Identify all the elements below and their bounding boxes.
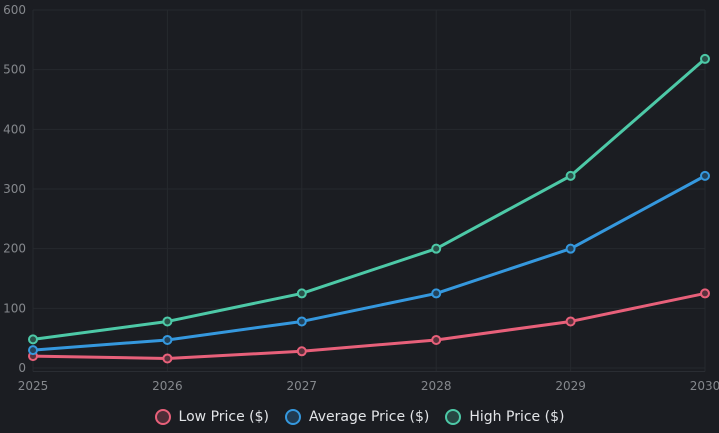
data-point-backing — [701, 289, 709, 298]
data-point[interactable] — [431, 288, 442, 299]
legend-label-high-price: High Price ($) — [469, 409, 565, 425]
legend-label-average-price: Average Price ($) — [309, 409, 430, 425]
data-point[interactable] — [162, 316, 173, 327]
data-point-backing — [297, 317, 306, 326]
data-point[interactable] — [700, 288, 710, 299]
data-point[interactable] — [28, 345, 38, 356]
data-point-backing — [297, 289, 306, 298]
data-point[interactable] — [565, 316, 576, 327]
series-line-low-price — [31, 291, 707, 360]
legend-average-price-circle-icon — [285, 409, 301, 425]
data-point-backing — [29, 335, 37, 344]
data-point-backing — [297, 347, 306, 356]
data-point-backing — [29, 346, 37, 355]
data-point-backing — [566, 317, 575, 326]
y-axis-tick-label: 200 — [3, 242, 26, 256]
data-point-backing — [566, 244, 575, 253]
data-point[interactable] — [700, 53, 710, 64]
y-axis-tick-label: 0 — [18, 361, 26, 375]
data-point-backing — [432, 335, 441, 344]
x-axis-tick-label: 2030 — [690, 379, 719, 393]
x-axis-tick-label: 2025 — [18, 379, 49, 393]
legend-high-price-circle-icon — [445, 409, 462, 425]
data-point[interactable] — [431, 243, 442, 254]
y-axis-tick-label: 100 — [3, 301, 26, 315]
data-point[interactable] — [296, 346, 307, 357]
data-point[interactable] — [28, 334, 38, 345]
y-axis-tick-label: 400 — [3, 122, 26, 136]
series-line-high-price — [31, 57, 707, 341]
data-point[interactable] — [162, 334, 173, 345]
data-point[interactable] — [296, 288, 307, 299]
data-point-backing — [163, 335, 172, 344]
data-point-backing — [163, 354, 172, 363]
data-point[interactable] — [565, 170, 576, 181]
x-axis-tick-label: 2028 — [421, 379, 452, 393]
data-point-backing — [701, 171, 709, 180]
x-axis-tick-label: 2029 — [555, 379, 586, 393]
data-point-backing — [432, 289, 441, 298]
data-point[interactable] — [162, 353, 173, 364]
legend-low-price-circle-icon — [154, 409, 171, 425]
y-axis-tick-label: 600 — [3, 3, 26, 17]
data-point-backing — [566, 171, 575, 180]
y-axis-tick-label: 500 — [3, 63, 26, 77]
chart-legend: Low Price ($) Average Price ($) High Price… — [0, 404, 719, 430]
data-point[interactable] — [700, 170, 710, 181]
legend-item-high-price[interactable]: High Price ($) — [445, 409, 564, 425]
y-axis-tick-label: 300 — [3, 182, 26, 196]
legend-item-low-price[interactable]: Low Price ($) — [154, 409, 269, 425]
series-line-average-price — [31, 174, 707, 352]
x-axis-tick-label: 2026 — [152, 379, 183, 393]
data-point-backing — [163, 317, 172, 326]
data-point-backing — [432, 244, 441, 253]
data-point-backing — [701, 54, 709, 63]
x-axis-tick-label: 2027 — [287, 379, 318, 393]
legend-label-low-price: Low Price ($) — [178, 409, 269, 425]
data-point[interactable] — [431, 334, 442, 345]
data-point[interactable] — [565, 243, 576, 254]
data-point[interactable] — [296, 316, 307, 327]
legend-item-average-price[interactable]: Average Price ($) — [285, 409, 429, 425]
